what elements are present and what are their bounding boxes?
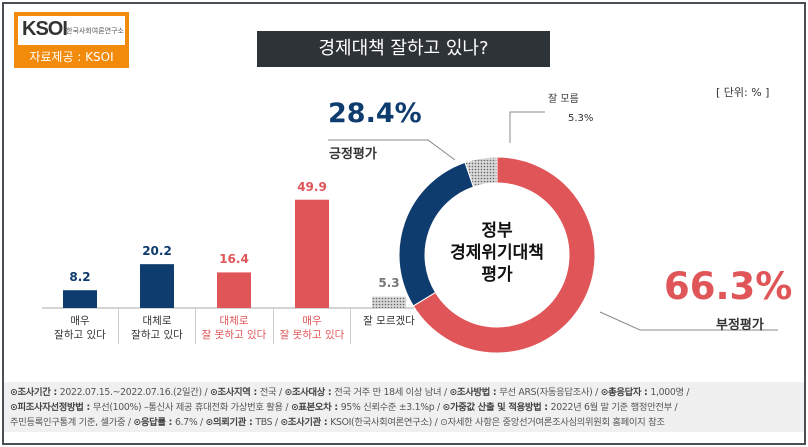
bar-category-label: 매우 잘하고 있다 [54,315,106,341]
unit-label: [ 단위: % ] [716,86,770,99]
unknown-label: 잘 모름 [548,94,579,105]
footer-value: 6.7% [174,417,198,428]
footer-key: ⊙조사기관 : [280,417,331,428]
footer-key: ⊙표본오차 : [290,402,341,413]
footer-key: ⊙조사대상 : [284,387,335,398]
unknown-leader-line [509,111,545,143]
footer-line: 주민등록인구통계 기준, 셀가중 / ⊙응답률 : 6.7% / ⊙의뢰기관 :… [10,417,665,428]
ksoi-logo: KSOI 한국사회여론연구소 자료제공 : KSOI [14,12,129,68]
bar-category-label: 잘 모르겠다 [363,315,415,327]
donut-slice-0 [412,156,596,354]
footer-key: ⊙총응답자 : [600,387,651,398]
footer-value: ⊙자세한 사항은 중앙선거여론조사심의위원회 홈페이지 참조 [440,417,665,428]
footer-value: 2022.07.15.~2022.07.16.(2일간) [59,387,202,398]
footer-value: 2022년 6월 말 기준 행정안전부 [550,402,673,413]
bar-category-label: 대체로 잘하고 있다 [131,315,183,341]
bar-2 [217,272,251,308]
bar-category-label: 매우 잘 못하고 있다 [279,315,345,341]
donut-slice-2 [464,156,498,188]
footer-value: 1,000명 / [650,387,690,398]
footer-value: 95% 신뢰수준 ±3.1%p [340,402,435,413]
footer-key: ⊙조사지역 : [210,387,260,398]
bar-value-label: 16.4 [219,252,249,267]
footer-key: ⊙가중값 산출 및 적용방법 : [442,402,551,413]
footer-value: KSOI(한국사회여론연구소) [330,417,432,428]
negative-leader-line [599,311,778,331]
footer-key: ⊙조사방법 : [449,387,500,398]
negative-label: 부정평가 [716,318,764,333]
bar-value-label: 8.2 [69,270,91,285]
donut-center-label: 정부 경제위기대책 평가 [450,221,544,285]
negative-percent: 66.3% [664,265,793,308]
bar-value-label: 20.2 [142,244,172,259]
logo-subtext: 한국사회여론연구소 [66,27,124,35]
page-title: 경제대책 잘하고 있나? [257,31,550,67]
footer-value: 전국 거주 만 18세 이상 남녀 [334,387,442,398]
footer-line: ⊙조사기간 : 2022.07.15.~2022.07.16.(2일간) / ⊙… [10,387,690,398]
positive-leader-line [328,139,456,161]
footer-key: ⊙의뢰기관 : [205,417,256,428]
bar-3 [295,199,329,308]
bar-4 [372,296,406,308]
bar-value-label: 49.9 [297,179,327,194]
bar-category-label: 대체로 잘 못하고 있다 [201,315,267,341]
bar-0 [63,290,97,308]
source-label: 자료제공 : KSOI [29,50,114,64]
footer-key: ⊙응답률 : [133,417,175,428]
survey-footer: ⊙조사기간 : 2022.07.15.~2022.07.16.(2일간) / ⊙… [4,382,804,432]
bar-value-label: 5.3 [378,276,400,291]
footer-value: 주민등록인구통계 기준, 셀가중 [10,417,126,428]
unknown-percent: 5.3% [568,113,594,124]
footer-key: ⊙피조사자선정방법 : [10,402,93,413]
footer-value: TBS [255,417,273,428]
logo-text: KSOI [22,18,68,40]
positive-percent: 28.4% [328,98,422,129]
footer-key: ⊙조사기간 : [10,387,60,398]
positive-label: 긍정평가 [329,147,377,162]
footer-value: 전국 [259,387,277,398]
footer-line: ⊙피조사자선정방법 : 무선(100%) –통신사 제공 휴대전화 가상번호 활… [10,402,678,413]
footer-value: 무선(100%) –통신사 제공 휴대전화 가상번호 활용 [92,402,283,413]
footer-value: 무선 ARS(자동응답조사) [499,387,593,398]
bar-1 [140,264,174,308]
